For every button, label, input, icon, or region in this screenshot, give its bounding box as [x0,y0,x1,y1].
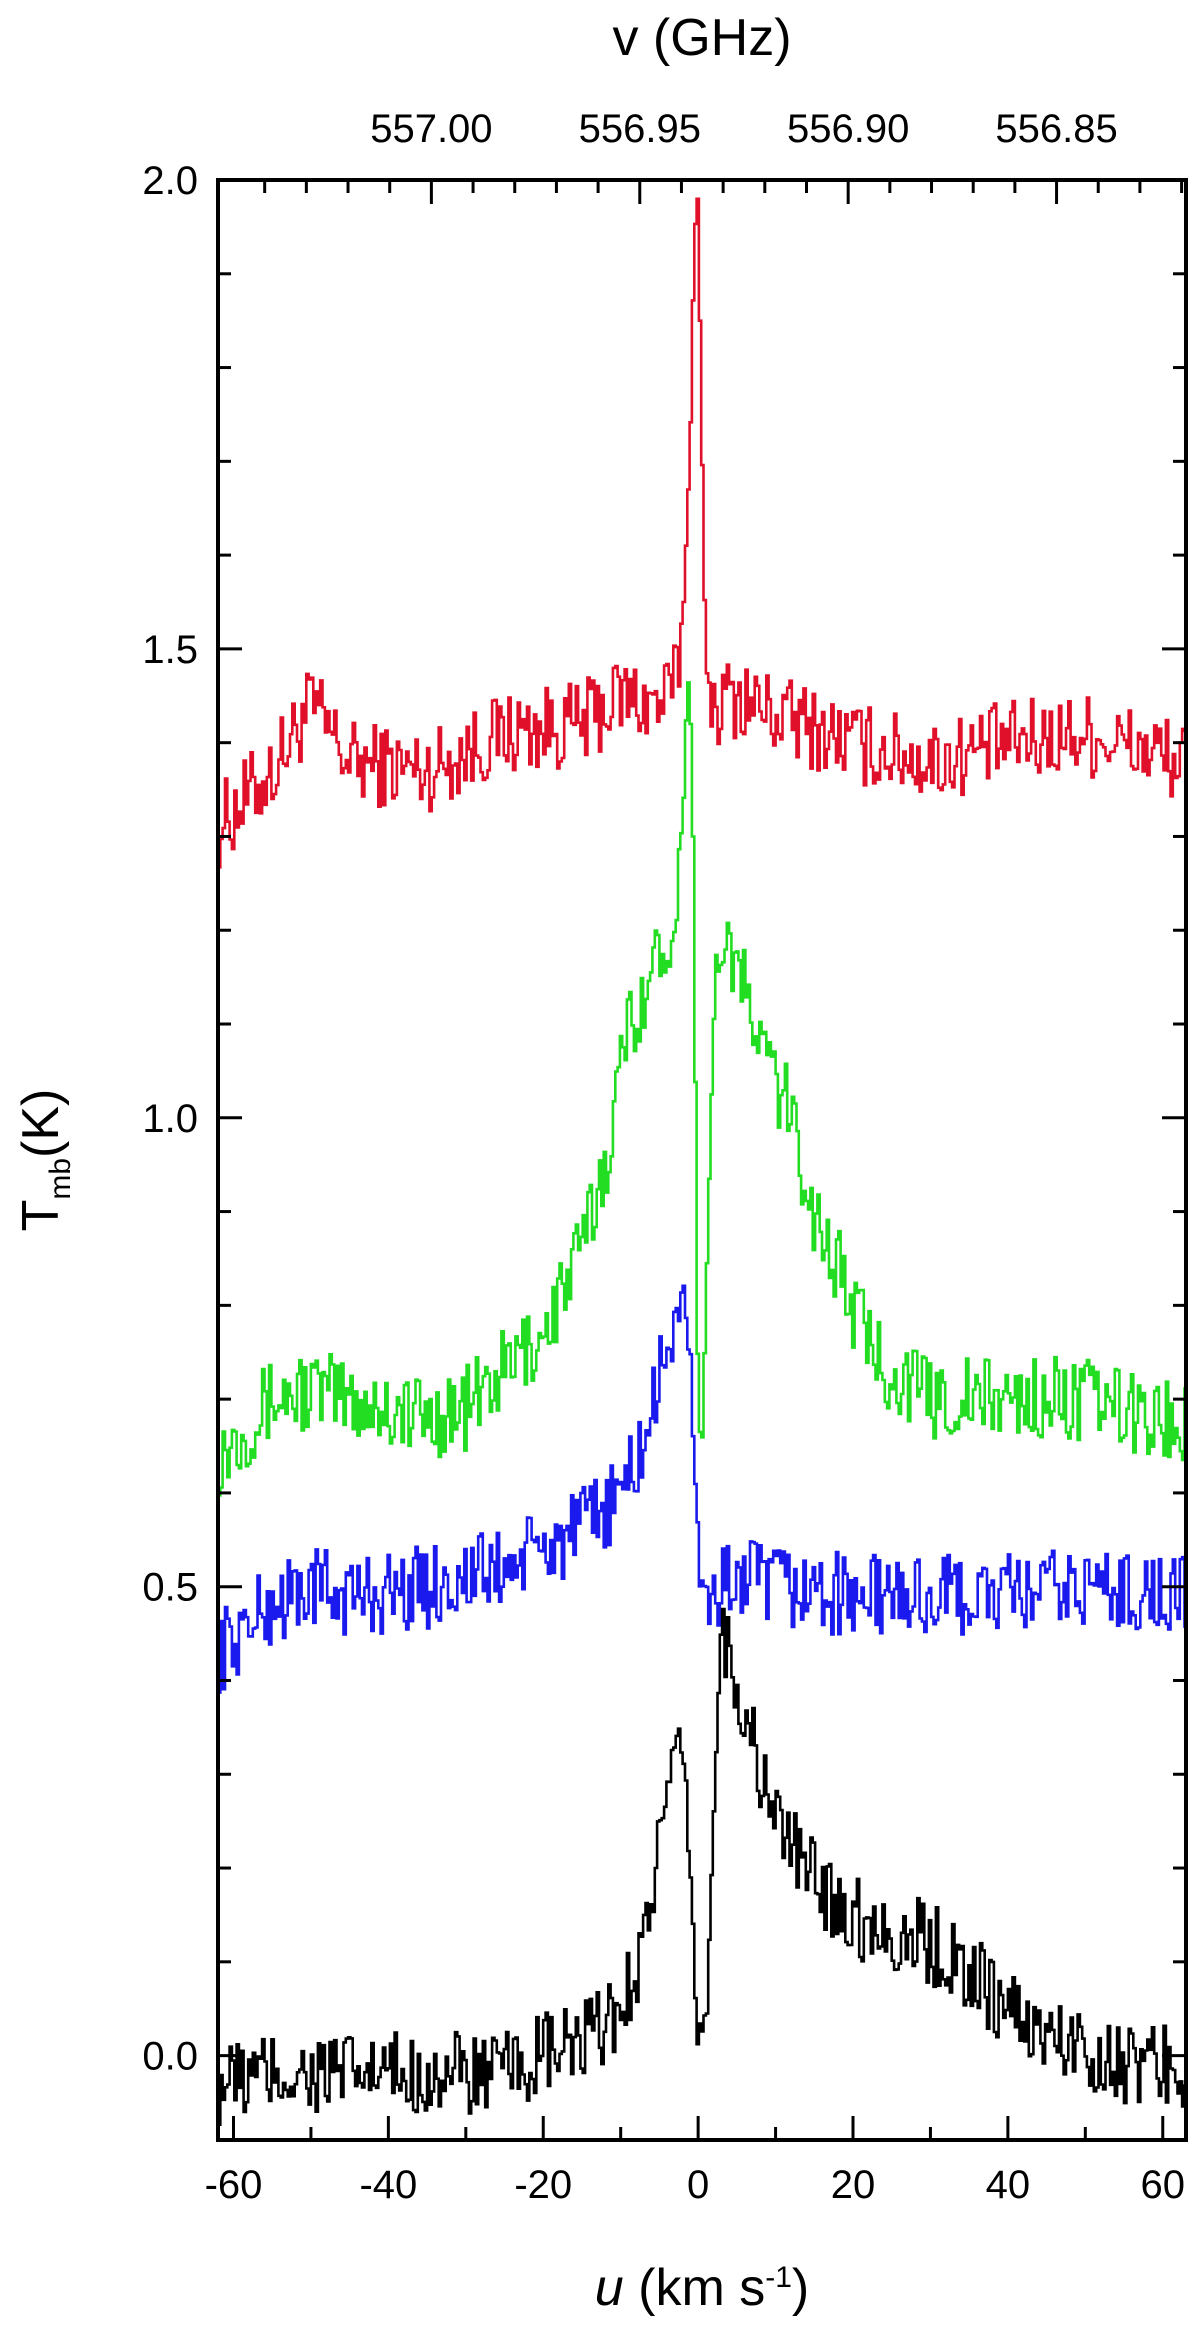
x-axis-title: u (km s-1) [595,2259,809,2317]
y-axis-title-unit: (K) [12,1089,70,1158]
spectrum-series-3 [218,1284,1186,1694]
top-tick-label: 557.00 [370,107,492,151]
top-tick-label: 556.95 [579,107,701,151]
x-axis-title-unit: (km s [624,2259,766,2317]
x-tick-label: -40 [359,2163,417,2207]
y-axis-title-main: T [12,1200,70,1232]
top-tick-label: 556.85 [995,107,1117,151]
axis-ticks [218,178,1186,2140]
x-axis-title-close: ) [792,2259,809,2317]
spectra [218,197,1186,2126]
y-axis-title-sub: mb [44,1158,77,1200]
y-axis-title: Tmb(K) [12,1089,77,1232]
x-tick-label: 60 [1141,2163,1186,2207]
y-tick-label: 2.0 [142,159,198,203]
spectrum-series-1 [218,197,1186,869]
x-tick-label: 20 [831,2163,876,2207]
top-tick-label: 556.90 [787,107,909,151]
x-axis-title-exponent: -1 [765,2261,792,2294]
axis-tick-labels: -60 -40 -20 0 20 40 60 557.00 556.95 556.90 556.85… [142,107,1185,2207]
x-tick-label: -20 [514,2163,572,2207]
x-tick-label: 40 [986,2163,1031,2207]
y-tick-label: 1.0 [142,1097,198,1141]
top-axis-title: v (GHz) [612,9,791,67]
x-tick-label: 0 [687,2163,709,2207]
y-tick-label: 0.5 [142,1566,198,1610]
x-axis-title-var: u [595,2259,624,2317]
y-tick-label: 0.0 [142,2035,198,2079]
spectrum-series-2 [218,681,1186,1497]
x-tick-label: -60 [205,2163,263,2207]
plot-frame [216,178,1188,2142]
spectrum-series-4 [218,1607,1186,2126]
y-tick-label: 1.5 [142,628,198,672]
